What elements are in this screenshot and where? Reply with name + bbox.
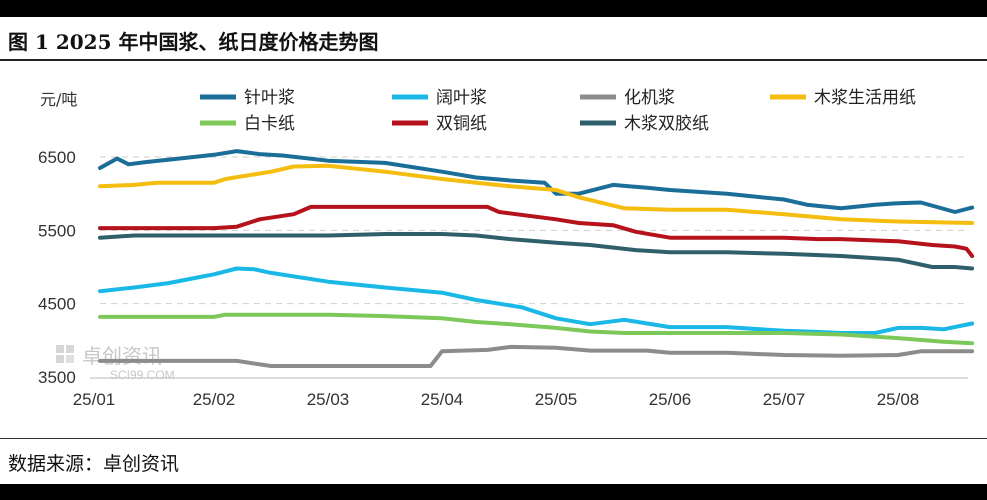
y-tick-label: 6500 (38, 148, 76, 167)
line-chart: 卓创资讯 SCI99.COM 元/吨 3500 4500 5500 6500 25/0… (38, 88, 975, 409)
gridlines (100, 156, 968, 305)
legend-item: 木浆双胶纸 (580, 114, 709, 134)
legend-label: 双铜纸 (436, 114, 487, 134)
data-source: 数据来源：卓创资讯 (8, 453, 180, 475)
legend-label: 白卡纸 (244, 114, 295, 134)
x-tick-label: 25/01 (73, 390, 116, 409)
watermark-site: SCI99.COM (110, 368, 175, 382)
series-line (98, 266, 975, 335)
legend-label: 木浆双胶纸 (624, 114, 709, 134)
watermark-name: 卓创资讯 (82, 344, 162, 368)
legend-item: 针叶浆 (200, 88, 295, 108)
legend-label: 木浆生活用纸 (814, 88, 916, 108)
series-line (98, 163, 975, 225)
y-axis-ticks: 3500 4500 5500 6500 (38, 148, 76, 387)
chart-title: 图 1 2025 年中国浆、纸日度价格走势图 (8, 30, 379, 54)
source-bar: 数据来源：卓创资讯 (0, 438, 987, 485)
legend-item: 木浆生活用纸 (770, 88, 916, 108)
x-axis-ticks: 25/01 25/02 25/03 25/04 25/05 25/06 25/07 25/08 (73, 390, 920, 409)
x-tick-label: 25/02 (193, 390, 236, 409)
series-line (98, 312, 975, 346)
series-line (98, 149, 975, 214)
series-lines (98, 149, 975, 368)
y-axis-unit: 元/吨 (40, 90, 77, 109)
legend-label: 阔叶浆 (436, 88, 487, 108)
legend-item: 阔叶浆 (392, 88, 487, 108)
y-tick-label: 3500 (38, 368, 76, 387)
title-bar: 图 1 2025 年中国浆、纸日度价格走势图 (0, 17, 987, 61)
legend-item: 双铜纸 (392, 114, 487, 134)
series-line (98, 204, 975, 258)
x-tick-label: 25/07 (763, 390, 806, 409)
x-tick-label: 25/04 (421, 390, 464, 409)
x-tick-label: 25/05 (535, 390, 578, 409)
watermark-logo-icon (56, 345, 74, 363)
x-tick-label: 25/06 (649, 390, 692, 409)
x-tick-label: 25/03 (307, 390, 350, 409)
y-tick-label: 4500 (38, 295, 76, 314)
legend-item: 化机浆 (580, 88, 675, 108)
y-tick-label: 5500 (38, 221, 76, 240)
series-line (98, 344, 975, 368)
legend-label: 针叶浆 (244, 88, 295, 108)
legend-item: 白卡纸 (200, 114, 295, 134)
legend-label: 化机浆 (624, 88, 675, 108)
chart-frame: 图 1 2025 年中国浆、纸日度价格走势图 数据来源：卓创资讯 (0, 17, 987, 484)
x-tick-label: 25/08 (877, 390, 920, 409)
series-line (98, 232, 975, 271)
